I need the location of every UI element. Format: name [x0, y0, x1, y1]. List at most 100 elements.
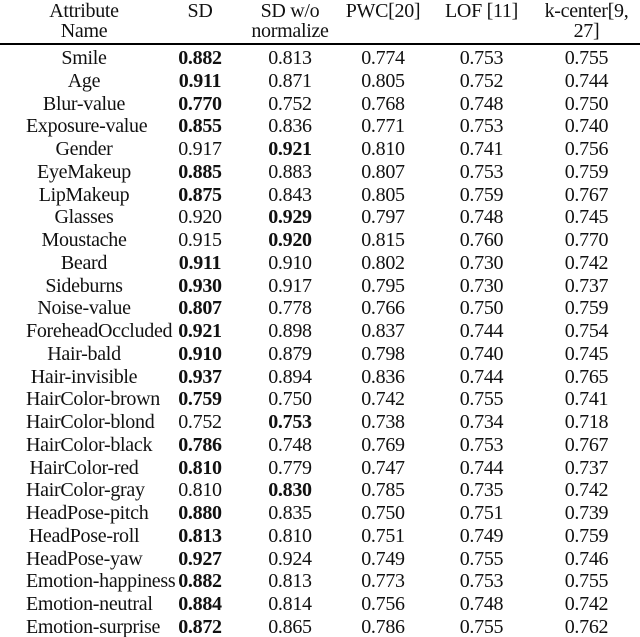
metric-value-cell: 0.872: [178, 615, 222, 637]
metric-value-cell: 0.807: [361, 160, 405, 183]
metric-value-cell: 0.798: [361, 342, 405, 365]
metric-value-cell: 0.894: [268, 365, 312, 388]
metric-value-cell: 0.759: [459, 183, 504, 206]
table-row: Gender 0.917 0.921 0.810 0.741 0.756: [0, 138, 640, 161]
metric-value-cell: 0.742: [564, 479, 609, 502]
metric-value-cell: 0.879: [268, 342, 312, 365]
table-row: Noise-value 0.807 0.778 0.766 0.750 0.759: [0, 297, 640, 320]
metric-value-cell: 0.744: [459, 456, 504, 479]
metric-value-cell: 0.813: [268, 570, 312, 593]
metric-value-cell: 0.760: [459, 229, 504, 251]
metric-value-cell: 0.744: [564, 69, 609, 92]
metric-value-cell: 0.749: [361, 547, 405, 570]
table-row: Hair-bald 0.910 0.879 0.798 0.740 0.745: [0, 343, 640, 366]
metric-value-cell: 0.920: [178, 206, 222, 229]
table-header-row: Attribute Name SD SD w/o normalize PWC[2…: [0, 0, 640, 45]
table-row: HairColor-brown 0.759 0.750 0.742 0.755 0.741: [0, 388, 640, 411]
metric-value-cell: 0.742: [564, 593, 609, 615]
metric-value-cell: 0.742: [361, 388, 405, 411]
table-row: LipMakeup 0.875 0.843 0.805 0.759 0.767: [0, 184, 640, 207]
metric-value-cell: 0.810: [178, 456, 222, 479]
table-row: Glasses 0.920 0.929 0.797 0.748 0.745: [0, 206, 640, 229]
metric-value-cell: 0.755: [459, 615, 504, 637]
metric-value-cell: 0.807: [178, 297, 222, 320]
metric-value-cell: 0.755: [564, 570, 609, 593]
metric-value-cell: 0.770: [178, 92, 222, 115]
metric-value-cell: 0.770: [564, 229, 609, 251]
attribute-name-cell: Smile: [61, 47, 107, 69]
metric-value-cell: 0.865: [268, 615, 312, 637]
metric-value-cell: 0.814: [268, 593, 312, 615]
metric-value-cell: 0.767: [564, 433, 609, 456]
table-row: Sideburns 0.930 0.917 0.795 0.730 0.737: [0, 275, 640, 298]
metric-value-cell: 0.911: [178, 69, 222, 92]
metric-value-cell: 0.927: [178, 547, 222, 570]
metric-value-cell: 0.740: [564, 115, 609, 138]
metric-value-cell: 0.740: [459, 342, 504, 365]
metric-value-cell: 0.767: [564, 183, 609, 206]
attribute-name-cell: Emotion-surprise: [26, 615, 161, 637]
metric-value-cell: 0.929: [268, 206, 312, 229]
attribute-name-cell: Exposure-value: [26, 115, 148, 138]
metric-value-cell: 0.753: [459, 570, 504, 593]
metric-value-cell: 0.738: [361, 411, 405, 433]
metric-value-cell: 0.771: [361, 115, 405, 138]
metric-value-cell: 0.755: [459, 547, 504, 570]
attribute-name-cell: Blur-value: [42, 92, 126, 115]
attribute-name-cell: LipMakeup: [38, 183, 130, 206]
table-row: HeadPose-pitch 0.880 0.835 0.750 0.751 0.739: [0, 502, 640, 525]
attribute-name-cell: Beard: [60, 251, 108, 274]
metric-value-cell: 0.774: [361, 47, 405, 69]
column-header-sd-wo-normalize: SD w/o normalize: [244, 0, 336, 45]
attribute-name-cell: HairColor-brown: [26, 388, 160, 411]
metric-value-cell: 0.741: [564, 388, 609, 411]
metric-value-cell: 0.753: [459, 160, 504, 183]
metric-value-cell: 0.797: [361, 206, 405, 229]
attribute-name-cell: Sideburns: [45, 274, 123, 297]
attribute-name-cell: HairColor-black: [26, 433, 153, 456]
metric-value-cell: 0.786: [178, 433, 222, 456]
table-row: HairColor-black 0.786 0.748 0.769 0.753 0.767: [0, 434, 640, 457]
metric-value-cell: 0.752: [178, 411, 222, 433]
attribute-name-cell: HairColor-blond: [26, 411, 155, 433]
column-header-k-center: k-center[9, 27]: [533, 0, 640, 45]
table-row: Smile 0.882 0.813 0.774 0.753 0.755: [0, 44, 640, 70]
attribute-name-cell: HairColor-gray: [26, 479, 145, 502]
metric-value-cell: 0.759: [178, 388, 222, 411]
metric-value-cell: 0.745: [564, 206, 609, 229]
table-row: Exposure-value 0.855 0.836 0.771 0.753 0.740: [0, 115, 640, 138]
table-row: HairColor-red 0.810 0.779 0.747 0.744 0.737: [0, 457, 640, 480]
metric-value-cell: 0.875: [178, 183, 222, 206]
metric-value-cell: 0.753: [459, 47, 504, 69]
table-row: Moustache 0.915 0.920 0.815 0.760 0.770: [0, 229, 640, 252]
attribute-name-cell: EyeMakeup: [37, 160, 131, 183]
metric-value-cell: 0.813: [178, 524, 222, 547]
table-row: HeadPose-yaw 0.927 0.924 0.749 0.755 0.746: [0, 548, 640, 571]
metric-value-cell: 0.737: [564, 456, 609, 479]
attribute-name-cell: HeadPose-yaw: [26, 547, 143, 570]
metric-value-cell: 0.752: [268, 92, 312, 115]
metric-value-cell: 0.920: [268, 229, 312, 251]
metric-value-cell: 0.815: [361, 229, 405, 251]
metric-value-cell: 0.754: [564, 320, 609, 342]
attribute-name-cell: Emotion-happiness: [26, 570, 176, 593]
attribute-name-cell: Glasses: [54, 206, 114, 229]
table-row: HairColor-gray 0.810 0.830 0.785 0.735 0.742: [0, 479, 640, 502]
metric-value-cell: 0.837: [361, 320, 405, 342]
metric-value-cell: 0.748: [268, 433, 312, 456]
attribute-name-cell: ForeheadOccluded: [26, 320, 173, 342]
metric-value-cell: 0.759: [564, 160, 609, 183]
metric-value-cell: 0.937: [178, 365, 222, 388]
metric-value-cell: 0.855: [178, 115, 222, 138]
attribute-name-cell: Gender: [55, 138, 113, 160]
metric-value-cell: 0.755: [459, 388, 504, 411]
attribute-name-cell: HeadPose-roll: [28, 524, 140, 547]
metric-value-cell: 0.805: [361, 183, 405, 206]
metric-value-cell: 0.898: [268, 320, 312, 342]
metric-value-cell: 0.749: [459, 524, 504, 547]
metric-value-cell: 0.778: [268, 297, 312, 320]
metric-value-cell: 0.744: [459, 320, 504, 342]
metric-value-cell: 0.750: [459, 297, 504, 320]
metric-value-cell: 0.750: [564, 92, 609, 115]
